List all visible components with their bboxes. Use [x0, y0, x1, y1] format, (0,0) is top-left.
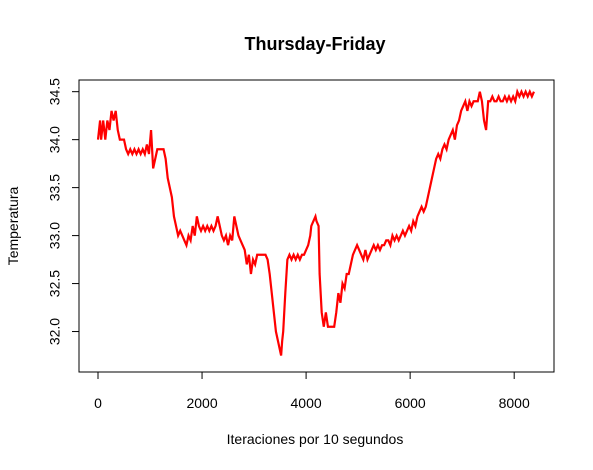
y-tick-label: 32.5	[47, 270, 63, 297]
series-line	[96, 88, 535, 356]
x-tick-label: 4000	[291, 395, 322, 411]
chart-title: Thursday-Friday	[244, 34, 385, 54]
x-tick-label: 0	[94, 395, 102, 411]
y-axis: 32.0 32.5 33.0 33.5 34.0 34.5	[47, 78, 80, 345]
y-tick-label: 32.0	[47, 318, 63, 345]
y-tick-label: 33.0	[47, 222, 63, 249]
y-tick-label: 34.0	[47, 126, 63, 153]
x-axis-label: Iteraciones por 10 segundos	[227, 431, 404, 447]
series-layer	[96, 88, 535, 356]
y-tick-label: 33.5	[47, 174, 63, 201]
x-axis: 0 2000 4000 6000 8000	[94, 371, 530, 411]
y-tick-label: 34.5	[47, 78, 63, 105]
y-axis-label: Temperatura	[5, 186, 21, 265]
x-tick-label: 2000	[186, 395, 217, 411]
x-tick-label: 8000	[499, 395, 530, 411]
x-tick-label: 6000	[395, 395, 426, 411]
